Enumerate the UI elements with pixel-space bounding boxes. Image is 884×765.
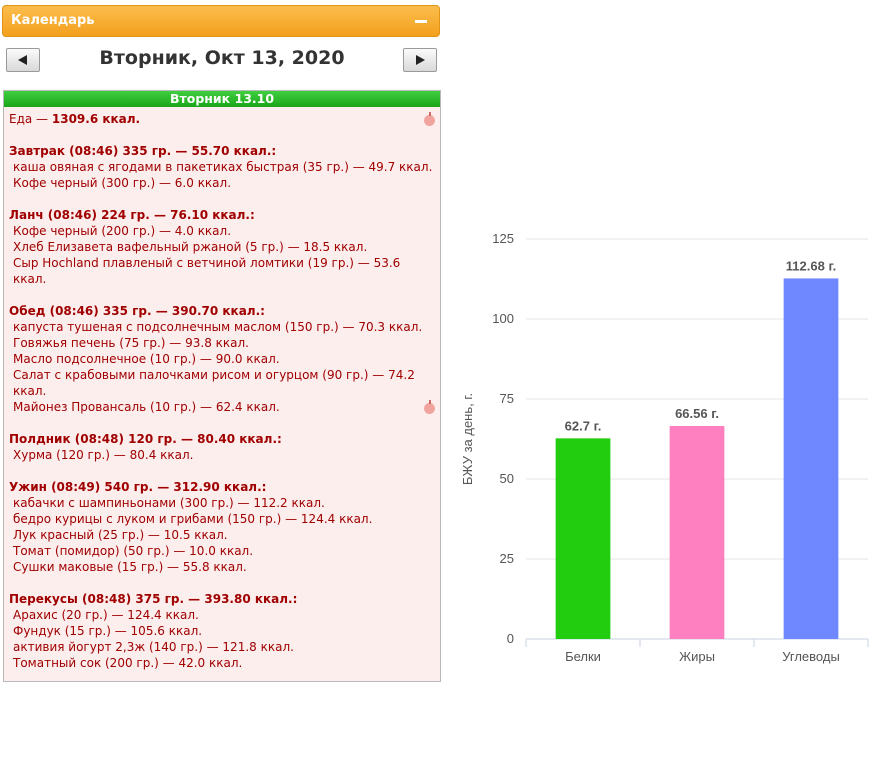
- triangle-right-icon: [416, 55, 425, 65]
- food-item: Майонез Провансаль (10 гр.) — 62.4 ккал.: [13, 400, 280, 414]
- food-item: Салат с крабовыми палочками рисом и огур…: [13, 368, 415, 398]
- food-item: Кофе черный (200 гр.) — 4.0 ккал.: [13, 224, 232, 238]
- x-tick-label: Белки: [565, 649, 601, 664]
- prev-day-button[interactable]: [6, 48, 40, 72]
- bar[interactable]: [669, 426, 725, 639]
- food-item: активия йогурт 2,3ж (140 гр.) — 121.8 кк…: [13, 640, 294, 654]
- macros-bar-chart: 0 25 50 75 100 125 БЖУ за день, г. 62.7 г. Белки…: [460, 231, 869, 664]
- day-panel: Вторник 13.10 Еда — 1309.6 ккал. Завтрак…: [3, 90, 441, 682]
- food-item: Кофе черный (300 гр.) — 6.0 ккал.: [13, 176, 232, 190]
- food-item: каша овяная с ягодами в пакетиках быстра…: [13, 160, 433, 174]
- y-tick-label: 0: [507, 631, 514, 646]
- food-item: Лук красный (25 гр.) — 10.5 ккал.: [13, 528, 228, 542]
- food-item: Хлеб Елизавета вафельный ржаной (5 гр.) …: [13, 240, 368, 254]
- food-item: Томат (помидор) (50 гр.) — 10.0 ккал.: [13, 544, 254, 558]
- y-tick-label: 125: [492, 231, 514, 246]
- meal-list: Завтрак (08:46) 335 гр. — 55.70 ккал.: ка…: [9, 143, 434, 671]
- meal-title[interactable]: Перекусы (08:48) 375 гр. — 393.80 ккал.:: [9, 592, 298, 606]
- meal-section: Ланч (08:46) 224 гр. — 76.10 ккал.: Кофе …: [9, 207, 434, 287]
- data-label: 112.68 г.: [786, 258, 836, 273]
- apple-icon[interactable]: [424, 400, 435, 414]
- meal-section: Перекусы (08:48) 375 гр. — 393.80 ккал.:…: [9, 591, 434, 671]
- y-tick-label: 75: [500, 391, 514, 406]
- total-line: Еда — 1309.6 ккал.: [9, 111, 434, 127]
- apple-icon[interactable]: [424, 112, 435, 126]
- x-tick-label: Углеводы: [782, 649, 840, 664]
- food-item: Арахис (20 гр.) — 124.4 ккал.: [13, 608, 199, 622]
- meal-title[interactable]: Обед (08:46) 335 гр. — 390.70 ккал.:: [9, 304, 265, 318]
- food-item: кабачки с шампиньонами (300 гр.) — 112.2…: [13, 496, 325, 510]
- meal-section: Полдник (08:48) 120 гр. — 80.40 ккал.: Ху…: [9, 431, 434, 463]
- food-item: Масло подсолнечное (10 гр.) — 90.0 ккал.: [13, 352, 280, 366]
- meal-title[interactable]: Завтрак (08:46) 335 гр. — 55.70 ккал.:: [9, 144, 277, 158]
- next-day-button[interactable]: [403, 48, 437, 72]
- bar[interactable]: [783, 278, 839, 639]
- meal-section: Ужин (08:49) 540 гр. — 312.90 ккал.: каба…: [9, 479, 434, 575]
- data-label: 66.56 г.: [675, 406, 719, 421]
- meal-section: Завтрак (08:46) 335 гр. — 55.70 ккал.: ка…: [9, 143, 434, 191]
- food-item: Томатный сок (200 гр.) — 42.0 ккал.: [13, 656, 243, 670]
- meal-section: Обед (08:46) 335 гр. — 390.70 ккал.: капу…: [9, 303, 434, 415]
- triangle-left-icon: [18, 55, 27, 65]
- calendar-header[interactable]: Календарь: [2, 5, 440, 37]
- day-content: Еда — 1309.6 ккал. Завтрак (08:46) 335 г…: [4, 107, 440, 671]
- meal-title[interactable]: Ужин (08:49) 540 гр. — 312.90 ккал.:: [9, 480, 267, 494]
- food-item: Фундук (15 гр.) — 105.6 ккал.: [13, 624, 203, 638]
- y-tick-label: 50: [500, 471, 514, 486]
- day-header: Вторник 13.10: [4, 91, 440, 107]
- y-axis-label: БЖУ за день, г.: [460, 393, 475, 485]
- food-item: Хурма (120 гр.) — 80.4 ккал.: [13, 448, 194, 462]
- collapse-icon[interactable]: [415, 20, 427, 23]
- bar[interactable]: [555, 438, 611, 639]
- food-item: Сушки маковые (15 гр.) — 55.8 ккал.: [13, 560, 247, 574]
- y-tick-label: 100: [492, 311, 514, 326]
- date-title: Вторник, Окт 13, 2020: [99, 47, 345, 69]
- total-label: Еда —: [9, 112, 52, 126]
- meal-title[interactable]: Полдник (08:48) 120 гр. — 80.40 ккал.:: [9, 432, 282, 446]
- food-item: Сыр Hochland плавленый с ветчиной ломтик…: [13, 256, 401, 286]
- food-item: капуста тушеная с подсолнечным маслом (1…: [13, 320, 423, 334]
- y-tick-label: 25: [500, 551, 514, 566]
- food-item: Говяжья печень (75 гр.) — 93.8 ккал.: [13, 336, 249, 350]
- calendar-title: Календарь: [11, 13, 95, 28]
- food-item: бедро курицы с луком и грибами (150 гр.)…: [13, 512, 373, 526]
- x-tick-label: Жиры: [679, 649, 715, 664]
- total-value: 1309.6 ккал.: [51, 112, 141, 126]
- data-label: 62.7 г.: [565, 418, 602, 433]
- meal-title[interactable]: Ланч (08:46) 224 гр. — 76.10 ккал.:: [9, 208, 255, 222]
